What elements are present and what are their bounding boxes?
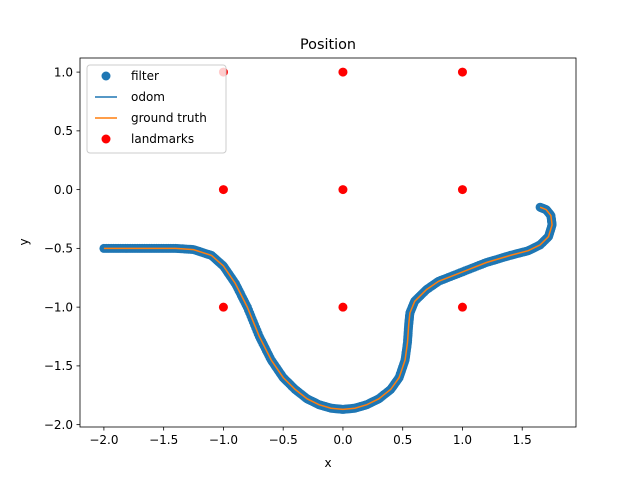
legend-filter-marker <box>101 71 111 81</box>
landmark-point <box>457 67 467 77</box>
legend: filter odom ground truth landmarks <box>86 64 227 154</box>
y-tick-label: −2.0 <box>44 418 73 432</box>
x-tick-label: 1.0 <box>453 433 472 447</box>
y-tick-label: 0.5 <box>54 124 73 138</box>
landmark-point <box>218 302 228 312</box>
x-tick-label: 0.0 <box>333 433 352 447</box>
x-axis-label: x <box>324 456 331 470</box>
legend-filter-label: filter <box>131 69 159 83</box>
plot-marks <box>99 67 557 414</box>
ground-truth-series-line <box>103 206 553 411</box>
y-tick-label: 0.0 <box>54 183 73 197</box>
landmark-point <box>338 185 348 195</box>
landmark-point <box>457 302 467 312</box>
y-tick-label: −0.5 <box>44 242 73 256</box>
y-axis-label: y <box>17 238 31 245</box>
x-axis-ticks: −2.0 −1.5 −1.0 −0.5 0.0 0.5 1.0 1.5 <box>89 427 532 447</box>
x-tick-label: −1.5 <box>149 433 178 447</box>
plot-frame <box>79 57 577 428</box>
landmark-point <box>338 67 348 77</box>
legend-odom-label: odom <box>131 90 165 104</box>
landmark-point <box>218 185 228 195</box>
y-tick-label: −1.0 <box>44 300 73 314</box>
x-tick-label: 0.5 <box>393 433 412 447</box>
chart-title: Position <box>300 37 356 53</box>
x-tick-label: −0.5 <box>269 433 298 447</box>
landmarks-series <box>218 67 467 312</box>
x-tick-label: −2.0 <box>89 433 118 447</box>
y-axis-ticks: 1.0 0.5 0.0 −0.5 −1.0 −1.5 −2.0 <box>44 65 80 432</box>
legend-landmarks-marker <box>101 134 111 144</box>
x-tick-label: −1.0 <box>209 433 238 447</box>
y-tick-label: −1.5 <box>44 359 73 373</box>
legend-ground-truth-label: ground truth <box>131 111 207 125</box>
legend-landmarks-label: landmarks <box>131 132 194 146</box>
y-tick-label: 1.0 <box>54 65 73 79</box>
landmark-point <box>457 185 467 195</box>
x-tick-label: 1.5 <box>513 433 532 447</box>
legend-box <box>86 64 227 154</box>
landmark-point <box>338 302 348 312</box>
